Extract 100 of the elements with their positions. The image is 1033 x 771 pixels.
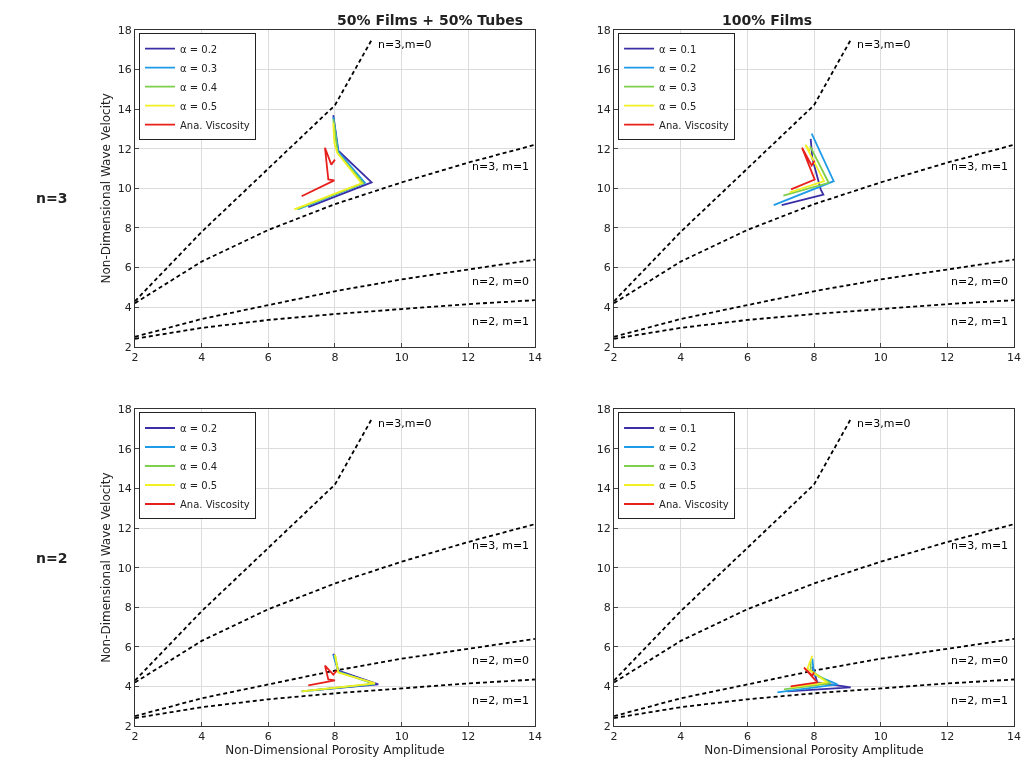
y-tick-label: 2 [124, 340, 132, 354]
legend-label: Ana. Viscosity [180, 119, 250, 131]
x-axis-title: Non-Dimensional Porosity Amplitude [704, 743, 924, 758]
x-tick-label: 4 [198, 350, 206, 364]
legend-label: α = 0.3 [659, 81, 697, 93]
y-tick-label: 10 [117, 561, 132, 575]
series-label: n=3,m=0 [857, 38, 911, 51]
x-tick-label: 14 [527, 730, 542, 744]
x-tick-label: 10 [873, 730, 888, 744]
y-tick-label: 2 [603, 719, 611, 733]
line-series [776, 657, 839, 694]
legend-label: α = 0.1 [659, 422, 697, 434]
legend-label: α = 0.2 [659, 441, 697, 453]
series-label: n=2, m=0 [472, 654, 530, 667]
line-series [307, 664, 338, 687]
series-label: n=3,m=0 [857, 417, 911, 430]
y-axis-title: Non-Dimensional Wave Velocity [99, 472, 114, 663]
line-series [783, 659, 832, 691]
y-tick-label: 14 [596, 482, 611, 496]
y-tick-label: 18 [117, 403, 132, 417]
legend-label: α = 0.5 [180, 479, 218, 491]
x-tick-label: 6 [743, 730, 751, 744]
x-tick-label: 6 [743, 350, 751, 364]
y-tick-label: 2 [124, 719, 132, 733]
series-label: n=2, m=0 [951, 275, 1009, 288]
y-tick-label: 4 [603, 680, 611, 694]
series-label: n=3,m=0 [378, 417, 432, 430]
y-tick-label: 12 [596, 142, 611, 156]
y-tick-label: 10 [596, 182, 611, 196]
line-series [300, 146, 336, 198]
legend-label: α = 0.5 [659, 479, 697, 491]
y-tick-label: 14 [596, 103, 611, 117]
x-tick-label: 14 [527, 350, 542, 364]
series-label: n=2, m=1 [951, 694, 1009, 707]
y-tick-label: 6 [124, 640, 132, 654]
legend-label: α = 0.5 [180, 100, 218, 112]
y-tick-label: 4 [124, 680, 132, 694]
series-label: n=3, m=1 [472, 539, 530, 552]
y-tick-label: 18 [596, 403, 611, 417]
x-tick-label: 10 [394, 730, 409, 744]
y-tick-label: 16 [596, 442, 611, 456]
y-tick-label: 4 [124, 300, 132, 314]
line-series [780, 137, 825, 207]
x-tick-label: 8 [331, 350, 339, 364]
x-tick-label: 10 [394, 350, 409, 364]
x-tick-label: 12 [940, 730, 955, 744]
y-tick-label: 14 [117, 103, 132, 117]
series-label: n=3,m=0 [378, 38, 432, 51]
y-tick-label: 12 [596, 521, 611, 535]
line-series [789, 654, 829, 689]
y-tick-label: 14 [117, 482, 132, 496]
chart-title: 50% Films + 50% Tubes [337, 12, 524, 28]
y-tick-label: 16 [596, 63, 611, 77]
series-label: n=2, m=1 [472, 315, 530, 328]
legend-label: α = 0.3 [659, 460, 697, 472]
line-series [307, 114, 373, 209]
legend-label: α = 0.2 [659, 62, 697, 74]
y-tick-label: 8 [124, 601, 132, 615]
y-tick-label: 16 [117, 63, 132, 77]
x-tick-label: 12 [940, 350, 955, 364]
y-tick-label: 8 [603, 221, 611, 235]
y-tick-label: 6 [124, 261, 132, 275]
x-tick-label: 4 [198, 730, 206, 744]
y-tick-label: 8 [124, 221, 132, 235]
x-tick-label: 4 [677, 730, 685, 744]
y-tick-label: 6 [603, 640, 611, 654]
x-tick-label: 10 [873, 350, 888, 364]
y-tick-label: 12 [117, 142, 132, 156]
y-tick-label: 12 [117, 521, 132, 535]
x-tick-label: 6 [264, 350, 272, 364]
legend-label: α = 0.4 [180, 81, 218, 93]
y-tick-label: 4 [603, 300, 611, 314]
x-tick-label: 14 [1006, 730, 1021, 744]
legend-label: α = 0.2 [180, 422, 218, 434]
text: n=3 [36, 190, 68, 206]
text: n=2 [36, 550, 68, 566]
y-tick-label: 10 [117, 182, 132, 196]
y-tick-label: 16 [117, 442, 132, 456]
x-tick-label: 12 [461, 730, 476, 744]
x-tick-label: 12 [461, 350, 476, 364]
legend-label: α = 0.5 [659, 100, 697, 112]
x-tick-label: 8 [810, 730, 818, 744]
line-series [788, 143, 825, 194]
x-tick-label: 8 [331, 730, 339, 744]
x-axis-title: Non-Dimensional Porosity Amplitude [225, 743, 445, 758]
legend-label: Ana. Viscosity [659, 119, 729, 131]
chart-title: 100% Films [722, 12, 813, 28]
series-label: n=3, m=1 [951, 539, 1009, 552]
series-label: n=3, m=1 [951, 160, 1009, 173]
y-tick-label: 10 [596, 561, 611, 575]
series-label: n=2, m=1 [472, 694, 530, 707]
y-tick-label: 2 [603, 340, 611, 354]
y-tick-label: 18 [596, 23, 611, 37]
y-tick-label: 8 [603, 601, 611, 615]
x-tick-label: 14 [1006, 350, 1021, 364]
line-series [300, 653, 376, 693]
line-series [790, 146, 816, 191]
y-axis-title: Non-Dimensional Wave Velocity [99, 93, 114, 284]
legend-label: α = 0.3 [180, 441, 218, 453]
x-tick-label: 8 [810, 350, 818, 364]
